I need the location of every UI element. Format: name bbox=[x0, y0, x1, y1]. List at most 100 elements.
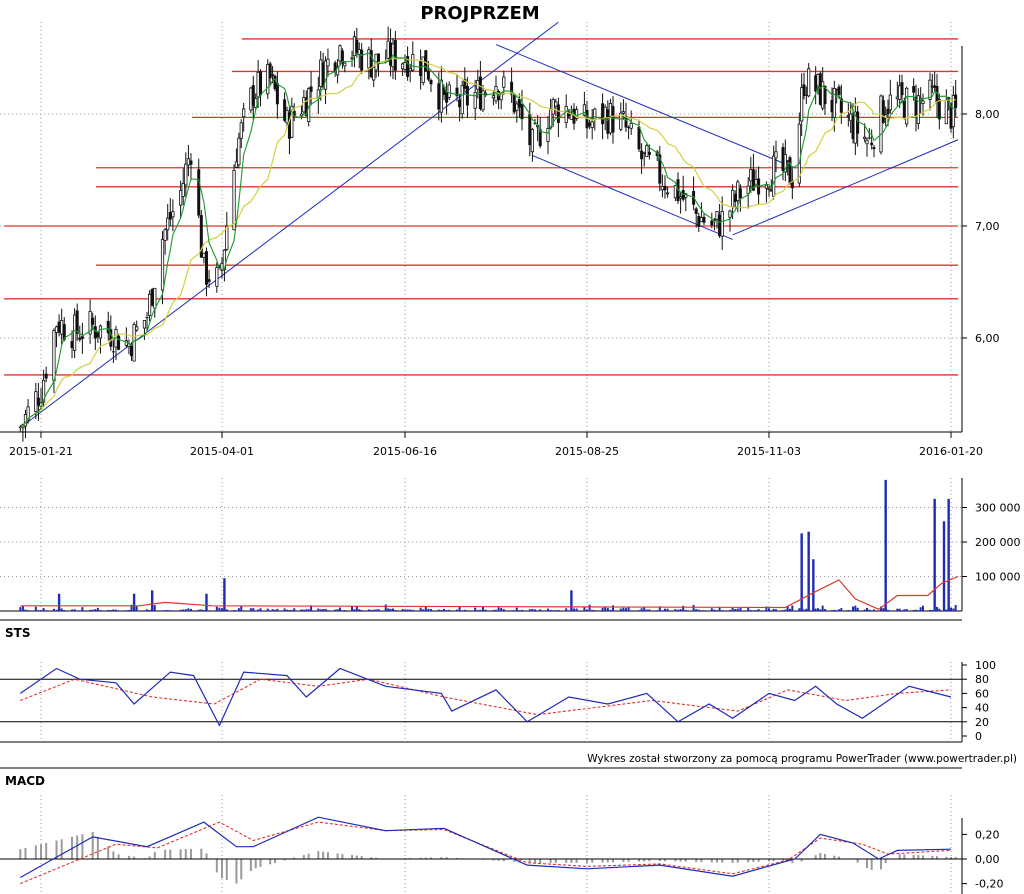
macd-histogram-bar bbox=[112, 851, 115, 859]
macd-histogram-bar bbox=[931, 855, 934, 859]
volume-bar bbox=[752, 610, 755, 611]
volume-bar bbox=[849, 610, 852, 611]
candle-body bbox=[239, 122, 243, 139]
macd-histogram-bar bbox=[307, 853, 310, 859]
volume-bar bbox=[424, 606, 427, 611]
macd-histogram-bar bbox=[565, 859, 568, 863]
macd-histogram-bar bbox=[638, 859, 640, 862]
macd-histogram-bar bbox=[355, 855, 358, 859]
candle-body bbox=[285, 110, 289, 124]
macd-histogram-bar bbox=[81, 834, 84, 859]
macd-histogram-bar bbox=[731, 859, 734, 863]
candle-body bbox=[259, 71, 263, 96]
candle-body bbox=[606, 109, 610, 134]
candle-body bbox=[60, 320, 64, 335]
candle-body bbox=[338, 45, 342, 62]
candle-body bbox=[666, 192, 670, 195]
macd-histogram-bar bbox=[674, 859, 677, 862]
macd-histogram-bar bbox=[838, 856, 840, 859]
candle-body bbox=[256, 71, 260, 98]
candle-body bbox=[445, 91, 449, 103]
candle-body bbox=[179, 190, 183, 206]
volume-bar bbox=[692, 604, 695, 611]
volume-bar bbox=[223, 578, 226, 611]
candle-body bbox=[888, 94, 892, 111]
volume-bar bbox=[235, 610, 238, 611]
x-tick-label: 2015-04-01 bbox=[190, 445, 254, 458]
candle-body bbox=[710, 220, 714, 226]
candle-body bbox=[403, 62, 407, 70]
candle-body bbox=[80, 336, 84, 339]
candle-body bbox=[323, 60, 328, 90]
candle-body bbox=[109, 329, 113, 347]
macd-histogram-bar bbox=[34, 845, 37, 859]
candle-body bbox=[360, 49, 364, 71]
macd-histogram-bar bbox=[884, 859, 887, 864]
volume-bar bbox=[755, 610, 757, 611]
volume-bar bbox=[240, 606, 243, 611]
candle-body bbox=[619, 112, 623, 130]
volume-bar bbox=[169, 610, 172, 611]
volume-bar bbox=[360, 609, 363, 611]
volume-bar bbox=[942, 521, 946, 611]
candle-body bbox=[502, 76, 506, 88]
candle-body bbox=[333, 62, 337, 72]
candle-body bbox=[564, 105, 568, 124]
volume-bar bbox=[718, 607, 721, 611]
volume-bar bbox=[552, 610, 555, 611]
volume-bar bbox=[757, 609, 760, 611]
volume-bar bbox=[233, 609, 236, 611]
candle-body bbox=[772, 155, 776, 197]
candle-body bbox=[199, 215, 203, 258]
candle-body bbox=[171, 211, 175, 218]
volume-bar bbox=[409, 609, 412, 611]
volume-bar bbox=[208, 610, 211, 611]
volume-bar bbox=[448, 609, 451, 611]
candle-body bbox=[764, 184, 769, 189]
candle-body bbox=[774, 151, 778, 159]
x-tick-label: 2015-01-21 bbox=[9, 445, 73, 458]
volume-bar bbox=[338, 607, 341, 611]
candle-body bbox=[881, 100, 885, 123]
volume-bar bbox=[716, 610, 718, 611]
volume-bar bbox=[384, 604, 387, 611]
volume-bar bbox=[42, 608, 45, 611]
volume-bar bbox=[271, 609, 274, 611]
candle-body bbox=[738, 188, 742, 199]
volume-bar bbox=[411, 609, 414, 611]
volume-bar bbox=[153, 605, 156, 611]
y-tick-label: 60 bbox=[975, 687, 989, 700]
macd-histogram-bar bbox=[221, 859, 223, 879]
volume-bar bbox=[484, 609, 487, 611]
volume-bar bbox=[269, 610, 272, 611]
volume-bar bbox=[60, 608, 63, 611]
volume-bar bbox=[922, 605, 924, 611]
candle-body bbox=[91, 317, 95, 325]
y-tick-label: 200 000 bbox=[975, 536, 1021, 549]
candle-body bbox=[147, 293, 152, 316]
macd-histogram-bar bbox=[554, 859, 557, 863]
macd-histogram-bar bbox=[782, 859, 784, 861]
volume-bar bbox=[835, 610, 838, 611]
macd-histogram-bar bbox=[40, 844, 42, 859]
macd-histogram-bar bbox=[768, 859, 770, 862]
candle-body bbox=[44, 373, 48, 379]
y-tick-label: 7,00 bbox=[975, 220, 1000, 233]
macd-histogram-bar bbox=[351, 855, 354, 859]
candle-body bbox=[483, 92, 488, 95]
volume-bar bbox=[37, 610, 40, 611]
volume-bar bbox=[606, 608, 609, 611]
candle-body bbox=[867, 137, 871, 139]
volume-bar bbox=[565, 608, 568, 611]
volume-bar bbox=[684, 610, 687, 611]
candle-body bbox=[145, 317, 149, 319]
candle-body bbox=[215, 267, 219, 287]
volume-bar bbox=[648, 609, 651, 611]
volume-bar bbox=[81, 607, 84, 611]
candle-body bbox=[478, 76, 482, 109]
macd-histogram-bar bbox=[179, 849, 182, 859]
macd-histogram-bar bbox=[866, 859, 868, 869]
volume-bar bbox=[148, 609, 151, 611]
macd-histogram-bar bbox=[700, 859, 703, 863]
volume-bar bbox=[898, 608, 901, 611]
